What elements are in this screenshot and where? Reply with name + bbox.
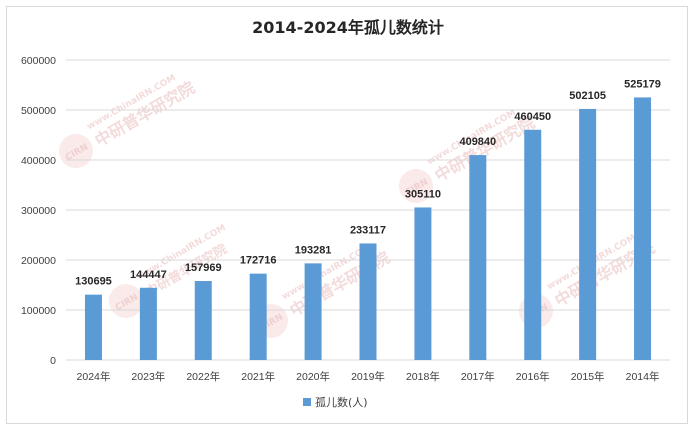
data-label: 172716 — [240, 255, 277, 267]
watermark-badge-icon — [398, 169, 433, 203]
bar — [359, 243, 377, 360]
bar — [414, 207, 432, 360]
x-tick-label: 2014年 — [626, 370, 660, 383]
legend: 孤儿数(人) — [303, 396, 368, 409]
chart-title: 2014-2024年孤儿数统计 — [252, 18, 444, 37]
x-tick-label: 2023年 — [131, 370, 165, 383]
bar — [84, 294, 102, 360]
y-tick-label: 200000 — [21, 255, 56, 267]
data-label: 305110 — [405, 188, 441, 200]
bar — [579, 108, 597, 360]
y-tick-label: 300000 — [21, 205, 56, 217]
bar — [524, 129, 542, 360]
data-labels: 130695 144447 157969 172716 193281 233117 3051… — [75, 78, 661, 287]
chart-frame — [6, 6, 688, 424]
bar — [194, 281, 212, 360]
x-tick-label: 2019年 — [351, 370, 385, 383]
data-label: 409840 — [459, 136, 496, 148]
x-axis-ticks: 2024年 2023年 2022年 2021年 2020年 2019年 2018年 2017年… — [77, 370, 660, 383]
bar — [304, 263, 322, 360]
data-label: 502105 — [569, 90, 606, 102]
data-label: 233117 — [350, 224, 386, 236]
x-tick-label: 2016年 — [516, 370, 550, 383]
bars — [84, 97, 652, 361]
data-label: 144447 — [130, 269, 167, 281]
y-axis-ticks: 0 100000 200000 300000 400000 500000 600000 — [21, 55, 56, 367]
data-label: 460450 — [514, 111, 551, 123]
legend-swatch — [303, 398, 311, 406]
data-label: 157969 — [185, 262, 222, 274]
x-tick-label: 2020年 — [296, 370, 330, 383]
legend-label: 孤儿数(人) — [315, 396, 368, 409]
y-tick-label: 400000 — [21, 155, 56, 167]
y-tick-label: 0 — [50, 355, 56, 367]
x-tick-label: 2021年 — [241, 370, 275, 383]
data-label: 193281 — [295, 244, 332, 256]
bar — [634, 97, 652, 361]
x-tick-label: 2017年 — [461, 370, 495, 383]
x-tick-label: 2024年 — [77, 370, 111, 383]
bar — [469, 155, 487, 360]
y-tick-label: 500000 — [21, 105, 56, 117]
data-label: 130695 — [75, 276, 112, 288]
y-tick-label: 100000 — [21, 305, 56, 317]
x-tick-label: 2015年 — [571, 370, 605, 383]
data-label: 525179 — [624, 78, 661, 90]
y-tick-label: 600000 — [21, 55, 56, 67]
bar — [139, 287, 157, 360]
bar — [249, 273, 267, 360]
x-tick-label: 2022年 — [186, 370, 220, 383]
x-tick-label: 2018年 — [406, 370, 440, 383]
